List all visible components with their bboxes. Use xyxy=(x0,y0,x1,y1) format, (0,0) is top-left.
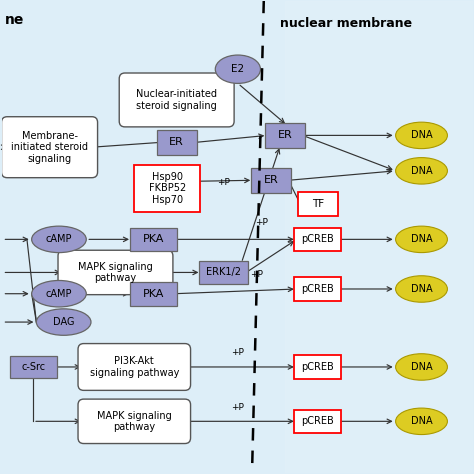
FancyBboxPatch shape xyxy=(129,228,177,251)
Text: Membrane-
initiated steroid
signaling: Membrane- initiated steroid signaling xyxy=(11,131,88,164)
FancyBboxPatch shape xyxy=(134,164,200,212)
FancyBboxPatch shape xyxy=(294,355,341,379)
Text: PKA: PKA xyxy=(143,289,164,299)
FancyBboxPatch shape xyxy=(294,277,341,301)
Text: +P: +P xyxy=(231,348,244,357)
FancyBboxPatch shape xyxy=(298,192,338,216)
FancyBboxPatch shape xyxy=(9,356,56,378)
Text: MAPK signaling
pathway: MAPK signaling pathway xyxy=(97,410,172,432)
FancyBboxPatch shape xyxy=(199,261,248,284)
FancyBboxPatch shape xyxy=(157,130,197,155)
Text: MAPK signaling
pathway: MAPK signaling pathway xyxy=(78,262,153,283)
Text: DNA: DNA xyxy=(410,130,432,140)
Ellipse shape xyxy=(32,226,86,253)
Ellipse shape xyxy=(32,281,86,307)
Text: DNA: DNA xyxy=(410,362,432,372)
Text: ER: ER xyxy=(264,175,278,185)
Text: cAMP: cAMP xyxy=(46,234,72,245)
Text: cAMP: cAMP xyxy=(46,289,72,299)
Text: ERK1/2: ERK1/2 xyxy=(206,267,241,277)
Text: Hsp90
FKBP52
Hsp70: Hsp90 FKBP52 Hsp70 xyxy=(149,172,186,205)
Text: ne: ne xyxy=(5,12,24,27)
FancyBboxPatch shape xyxy=(129,282,177,306)
Text: c-Src: c-Src xyxy=(21,362,45,372)
Ellipse shape xyxy=(36,309,91,335)
Text: nuclear membrane: nuclear membrane xyxy=(280,17,412,30)
Text: DNA: DNA xyxy=(410,166,432,176)
Text: DAG: DAG xyxy=(53,317,74,327)
Text: +P: +P xyxy=(217,178,230,187)
Text: E2: E2 xyxy=(231,64,245,74)
Text: DNA: DNA xyxy=(410,416,432,426)
FancyBboxPatch shape xyxy=(294,228,341,251)
Ellipse shape xyxy=(396,157,447,184)
Text: ER: ER xyxy=(169,137,184,147)
Ellipse shape xyxy=(396,276,447,302)
Text: DNA: DNA xyxy=(410,234,432,245)
Text: TF: TF xyxy=(312,199,324,209)
Bar xyxy=(285,0,474,474)
Text: +P: +P xyxy=(255,218,268,227)
Text: pCREB: pCREB xyxy=(301,234,334,245)
FancyBboxPatch shape xyxy=(78,399,191,444)
Ellipse shape xyxy=(396,408,447,435)
Text: +P: +P xyxy=(250,270,263,279)
Text: ER: ER xyxy=(278,130,292,140)
Text: PI3K-Akt
signaling pathway: PI3K-Akt signaling pathway xyxy=(90,356,179,378)
Text: PKA: PKA xyxy=(143,234,164,245)
Ellipse shape xyxy=(215,55,261,83)
Text: pCREB: pCREB xyxy=(301,416,334,426)
Text: Nuclear-initiated
steroid signaling: Nuclear-initiated steroid signaling xyxy=(136,89,217,111)
Ellipse shape xyxy=(396,354,447,380)
FancyBboxPatch shape xyxy=(265,123,305,148)
Text: pCREB: pCREB xyxy=(301,362,334,372)
FancyBboxPatch shape xyxy=(78,344,191,391)
Text: pCREB: pCREB xyxy=(301,284,334,294)
FancyBboxPatch shape xyxy=(1,117,98,178)
Ellipse shape xyxy=(396,226,447,253)
Ellipse shape xyxy=(396,122,447,149)
FancyBboxPatch shape xyxy=(119,73,234,127)
Text: DNA: DNA xyxy=(410,284,432,294)
Text: +P: +P xyxy=(231,402,244,411)
FancyBboxPatch shape xyxy=(58,250,173,295)
FancyBboxPatch shape xyxy=(251,168,291,192)
FancyBboxPatch shape xyxy=(294,410,341,433)
